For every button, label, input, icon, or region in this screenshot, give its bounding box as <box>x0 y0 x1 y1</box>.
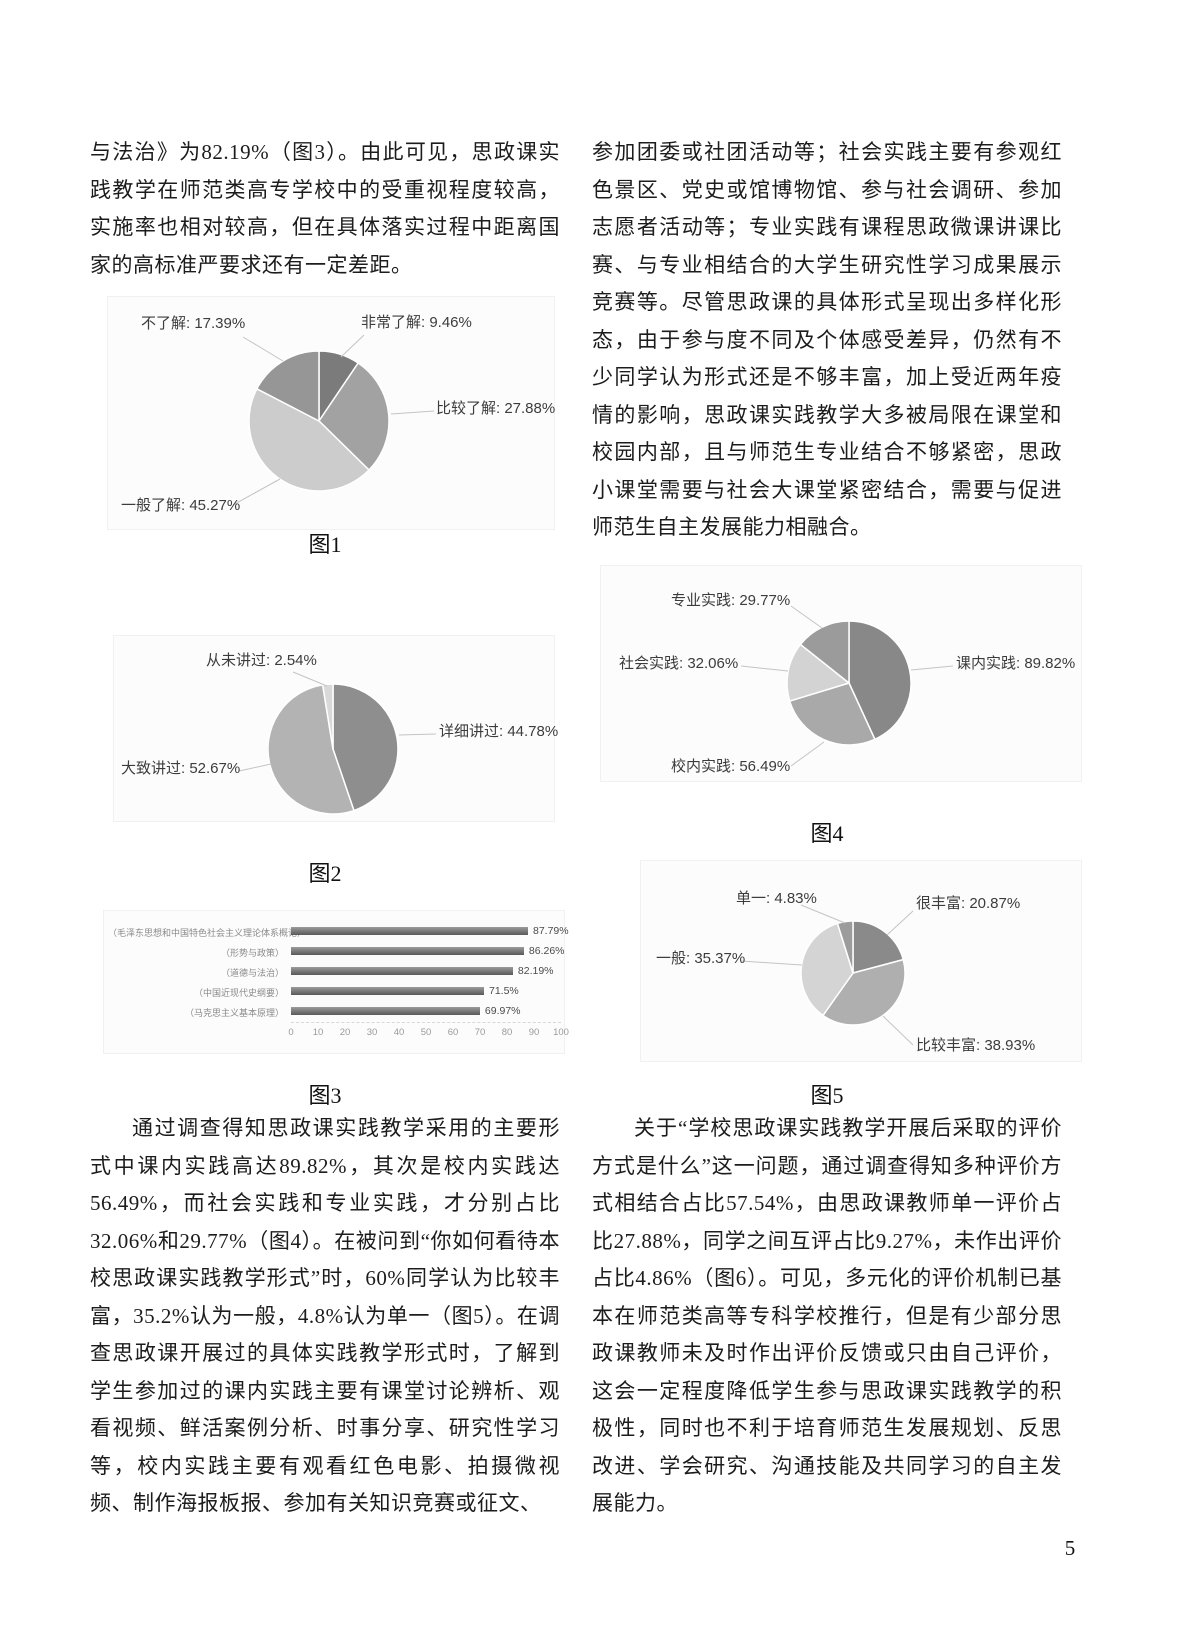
bar-category-label: （中国近现代史纲要） <box>193 988 284 998</box>
bar-value-label: 87.79% <box>533 925 569 937</box>
figure3-bar-chart: （毛泽东思想和中国特色社会主义理论体系概论） 87.79% （形势与政策） 86.26… <box>103 910 569 1054</box>
pie-slice-label: 不了解: 17.39% <box>141 315 246 332</box>
label-leader-line <box>740 960 803 966</box>
pie-slice-label: 一般了解: 45.27% <box>121 497 241 514</box>
x-axis-tick-label: 70 <box>474 1027 486 1038</box>
paragraph-right-1: 参加团委或社团活动等；社会实践主要有参观红色景区、党史或馆博物馆、参与社会调研、… <box>592 140 1062 539</box>
figure3-caption: 图3 <box>308 1083 342 1108</box>
bar-category-label: （马克思主义基本原理） <box>184 1008 284 1018</box>
paragraph-left-2: 通过调查得知思政课实践教学采用的主要形式中课内实践高达89.82%，其次是校内实… <box>90 1116 560 1515</box>
bar <box>291 1007 480 1015</box>
pie-slice <box>321 683 334 750</box>
pie-slice-label: 校内实践: 56.49% <box>671 758 791 775</box>
x-axis-tick-label: 0 <box>288 1027 294 1038</box>
pie-slice <box>786 643 850 702</box>
label-leader-line <box>390 410 435 415</box>
figure4-pie-chart: 课内实践: 89.82% 校内实践: 56.49% 社会实践: 32.06% 专业实践… <box>600 565 1082 782</box>
pie-slice-label: 比较了解: 27.88% <box>436 400 556 417</box>
figure1-pie-chart: 非常了解: 9.46% 比较了解: 27.88% 一般了解: 45.27% 不了解: … <box>107 296 555 530</box>
pie-slice-label: 比较丰富: 38.93% <box>916 1037 1036 1054</box>
pie-slice-label: 详细讲过: 44.78% <box>439 723 559 740</box>
pie-slice-label: 大致讲过: 52.67% <box>121 760 241 777</box>
pie-slice-label: 很丰富: 20.87% <box>916 895 1021 912</box>
bar-value-label: 86.26% <box>528 945 565 957</box>
x-axis-tick-label: 100 <box>553 1027 569 1038</box>
page-number: 5 <box>1064 1536 1076 1560</box>
bar <box>291 927 528 935</box>
label-leader-line <box>886 910 914 936</box>
x-axis-tick-label: 40 <box>393 1027 405 1038</box>
bar <box>291 987 484 995</box>
bar-value-label: 71.5% <box>489 985 519 997</box>
bar <box>291 947 524 955</box>
label-leader-line <box>242 336 284 362</box>
pie-slice-label: 课内实践: 89.82% <box>956 655 1076 672</box>
label-leader-line <box>790 741 825 767</box>
pie-svg <box>238 671 437 815</box>
figure2-caption: 图2 <box>308 861 342 886</box>
pie-slice <box>788 682 876 746</box>
pie-svg <box>232 334 435 506</box>
bar-category-label: （道德与法治） <box>220 968 284 978</box>
pie-slice-label: 非常了解: 9.46% <box>361 314 472 331</box>
x-axis-line <box>291 1022 561 1023</box>
label-leader-line <box>790 605 823 629</box>
bar <box>291 967 513 975</box>
pie-slice-label: 社会实践: 32.06% <box>619 655 739 672</box>
pie-svg <box>740 904 914 1046</box>
pie-slice <box>799 620 850 684</box>
pie-slice <box>836 920 854 974</box>
pie-slice <box>848 620 912 741</box>
paragraph-left-1: 与法治》为82.19%（图3）。由此可见，思政课实践教学在师范类高专学校中的受重… <box>90 140 560 277</box>
label-leader-line <box>340 334 365 358</box>
label-leader-line <box>882 1015 914 1046</box>
x-axis-tick-label: 10 <box>312 1027 324 1038</box>
pie-slice <box>248 388 370 492</box>
label-leader-line <box>740 665 789 672</box>
figure5-pie-chart: 很丰富: 20.87% 比较丰富: 38.93% 一般: 35.37% 单一: 4.8… <box>640 860 1082 1062</box>
pie-slice-label: 一般: 35.37% <box>656 950 746 967</box>
x-axis-tick-label: 20 <box>339 1027 351 1038</box>
figure1-caption: 图1 <box>308 532 342 557</box>
bar-category-label: （毛泽东思想和中国特色社会主义理论体系概论） <box>108 928 307 938</box>
pie-slice <box>822 958 906 1026</box>
paragraph-right-2: 关于“学校思政课实践教学开展后采取的评价方式是什么”这一问题，通过调查得知多种评… <box>592 1116 1062 1515</box>
label-leader-line <box>292 671 328 687</box>
figure2-pie-chart: 详细讲过: 44.78% 大致讲过: 52.67% 从未讲过: 2.54% <box>113 635 559 822</box>
x-axis-tick-label: 60 <box>447 1027 459 1038</box>
bar-value-label: 82.19% <box>517 965 554 977</box>
x-axis-tick-label: 50 <box>420 1027 432 1038</box>
x-axis-tick-label: 30 <box>366 1027 378 1038</box>
pie-slice-label: 单一: 4.83% <box>736 890 817 907</box>
pie-slice-label: 从未讲过: 2.54% <box>206 652 317 669</box>
figure5-caption: 图5 <box>810 1083 844 1108</box>
x-axis-tick-label: 80 <box>501 1027 513 1038</box>
pie-slice <box>332 683 399 812</box>
bar-value-label: 69.97% <box>484 1005 521 1017</box>
label-leader-line <box>238 763 272 772</box>
figure4-caption: 图4 <box>810 821 844 846</box>
x-axis-tick-label: 90 <box>528 1027 540 1038</box>
pie-slice <box>852 920 905 974</box>
label-leader-line <box>398 733 437 736</box>
label-leader-line <box>232 478 281 506</box>
label-leader-line <box>800 904 846 924</box>
pie-slice <box>318 362 390 471</box>
pie-slice-label: 专业实践: 29.77% <box>671 592 791 609</box>
label-leader-line <box>910 665 954 671</box>
bar-category-label: （形势与政策） <box>220 948 284 958</box>
pie-svg <box>740 605 954 767</box>
